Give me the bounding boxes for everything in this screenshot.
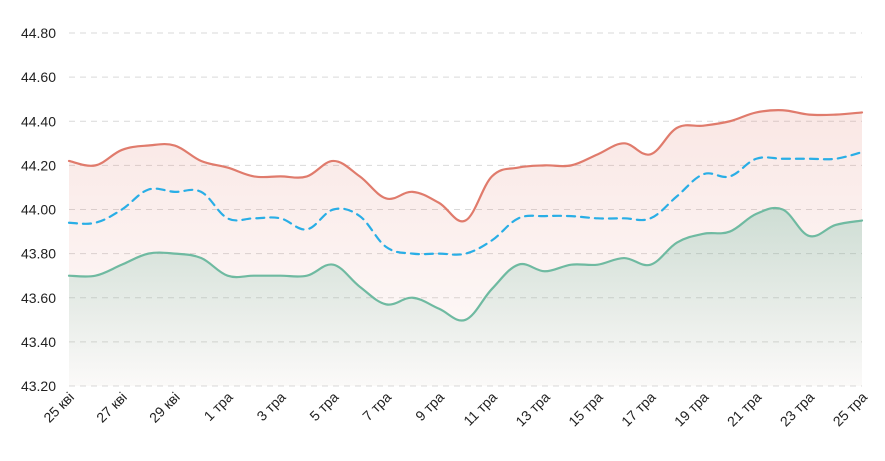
y-tick-label: 44.80 (21, 25, 56, 41)
y-axis: 43.20 43.40 43.60 43.80 44.00 44.20 44.40 44.60… (21, 25, 56, 394)
series-area-2 (69, 207, 862, 386)
x-tick-label: 1 тра (201, 389, 236, 424)
x-tick-label: 29 кві (146, 389, 183, 426)
y-tick-label: 44.00 (21, 202, 56, 218)
areas (69, 110, 862, 387)
x-tick-label: 9 тра (412, 389, 447, 424)
y-tick-label: 43.60 (21, 290, 56, 306)
x-tick-label: 3 тра (253, 389, 288, 424)
series-lines (67, 109, 864, 322)
y-tick-label: 44.60 (21, 69, 56, 85)
y-tick-label: 44.20 (21, 157, 56, 173)
x-axis: 25 кві 27 кві 29 кві 1 тра 3 тра 5 тра 7 тра 9 … (40, 389, 870, 430)
x-tick-label: 11 тра (460, 389, 500, 429)
x-tick-label: 23 тра (777, 389, 818, 430)
y-tick-label: 43.20 (21, 378, 56, 394)
x-tick-label: 15 тра (565, 389, 606, 430)
series-line-0 (67, 109, 864, 223)
x-tick-label: 13 тра (512, 389, 553, 430)
x-tick-label: 25 кві (40, 389, 77, 426)
x-tick-label: 17 тра (618, 389, 659, 430)
series-line-2 (67, 206, 864, 322)
x-tick-label: 21 тра (724, 389, 765, 430)
y-tick-label: 44.40 (21, 113, 56, 129)
x-tick-label: 5 тра (306, 389, 341, 424)
series-line-1 (67, 151, 864, 256)
x-tick-label: 25 тра (829, 389, 870, 430)
x-tick-label: 27 кві (93, 389, 130, 426)
y-tick-label: 43.40 (21, 334, 56, 350)
x-tick-label: 7 тра (359, 389, 394, 424)
x-tick-label: 19 тра (671, 389, 712, 430)
y-tick-label: 43.80 (21, 246, 56, 262)
